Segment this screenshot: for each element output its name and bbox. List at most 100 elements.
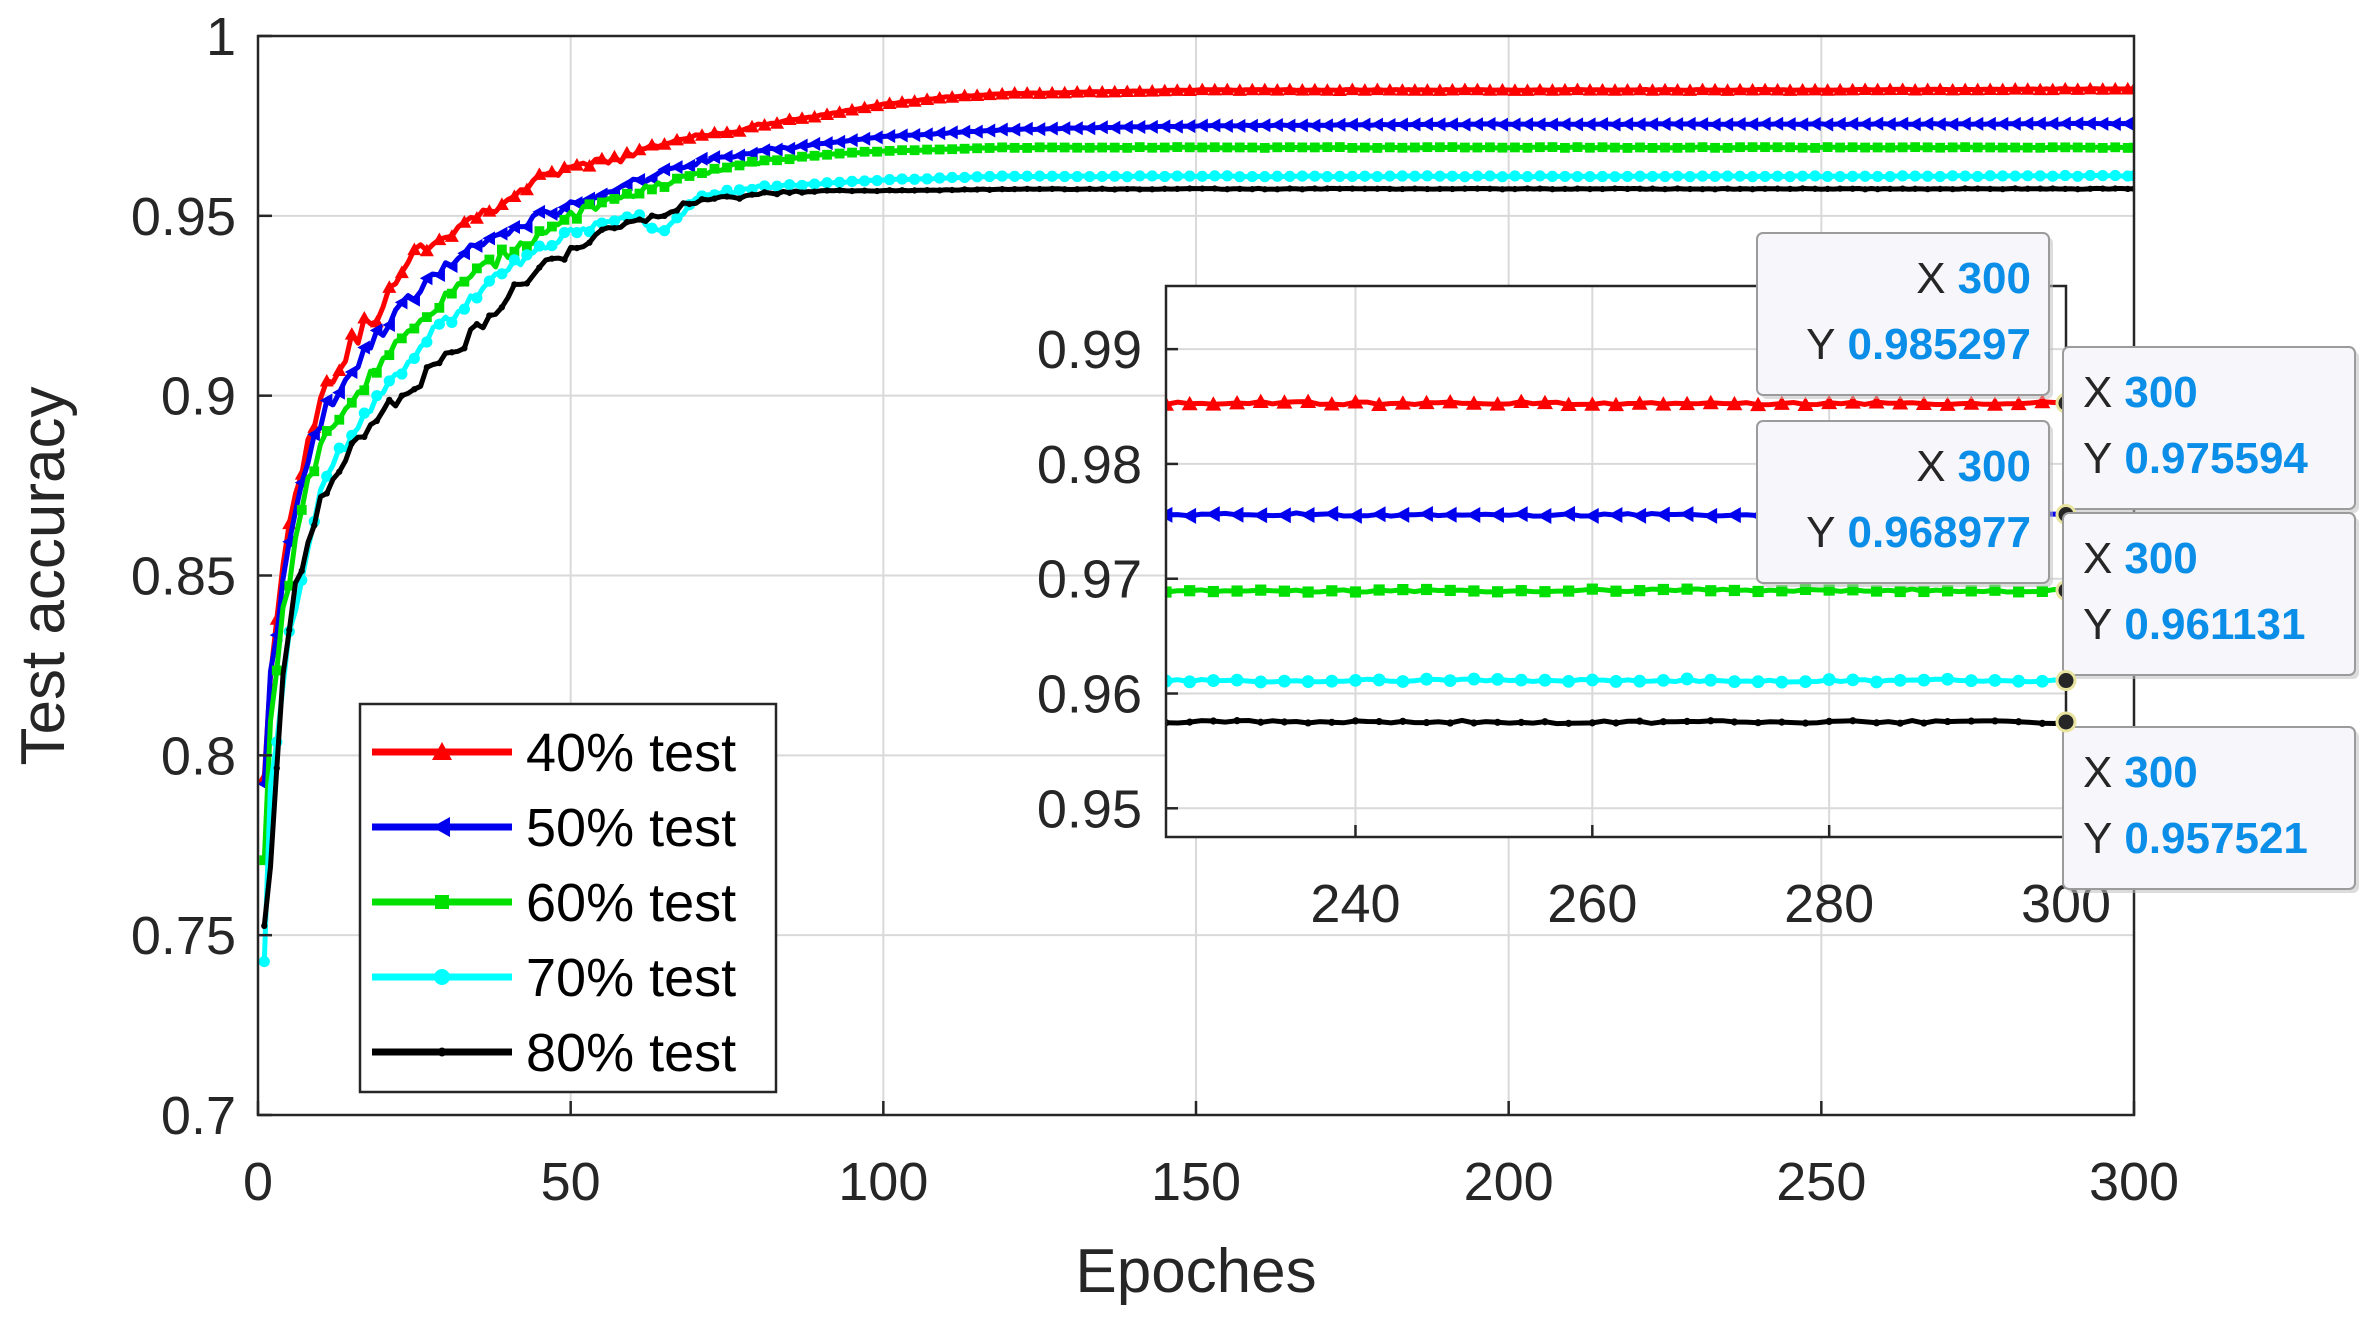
data-point <box>1646 170 1659 183</box>
series-80-test <box>261 185 2134 930</box>
x-tick-label: 100 <box>838 1152 928 1212</box>
data-point <box>782 112 797 126</box>
data-point <box>820 136 833 151</box>
data-point <box>311 522 318 529</box>
datatip-row: Y 0.961131 <box>2083 600 2305 649</box>
data-point <box>872 146 882 157</box>
data-point <box>858 175 871 187</box>
data-point <box>1972 142 1983 153</box>
data-point <box>2095 82 2110 95</box>
data-point <box>1145 84 1160 97</box>
data-point <box>1357 117 1371 132</box>
datatip-row: Y 0.975594 <box>2083 434 2308 483</box>
data-point <box>458 303 470 315</box>
data-point <box>1121 171 1133 183</box>
datatip-label: Y <box>2083 814 2112 863</box>
data-point <box>1034 142 1045 153</box>
data-point <box>807 109 822 123</box>
data-point <box>1232 83 1247 96</box>
data-point <box>1474 185 1481 192</box>
data-point <box>419 271 433 286</box>
data-point <box>1007 86 1022 99</box>
data-point <box>446 288 457 299</box>
data-point <box>1987 185 1994 193</box>
inset-data-point <box>1399 717 1407 725</box>
datatip-anchor-point[interactable] <box>2055 711 2077 733</box>
data-point <box>1171 170 1183 182</box>
data-point <box>947 144 958 155</box>
data-point <box>1547 142 1558 152</box>
datatip-box <box>2062 512 2356 676</box>
data-point <box>1032 86 1047 99</box>
datatip-anchor-point[interactable] <box>2055 670 2077 692</box>
data-point <box>632 142 647 156</box>
data-point <box>1661 186 1669 193</box>
data-point <box>1282 82 1297 96</box>
datatip-box <box>2062 726 2356 890</box>
inset-data-point <box>1301 675 1315 689</box>
data-point <box>1295 118 1308 133</box>
legend-label: 70% test <box>526 948 736 1008</box>
inset-data-point <box>1325 674 1339 688</box>
data-point <box>1334 142 1345 152</box>
data-point <box>1261 186 1268 193</box>
data-point <box>1095 120 1108 135</box>
inset-data-point <box>1515 585 1527 597</box>
data-point <box>1161 185 1168 192</box>
inset-data-point <box>1468 585 1480 597</box>
data-point <box>423 364 430 371</box>
datatip-60-test[interactable]: X 300 Y 0.968977 <box>1756 420 2077 601</box>
inset-data-point <box>1702 507 1718 524</box>
datatip-40-test[interactable]: X 300 Y 0.985297 <box>1756 232 2077 414</box>
data-point <box>1735 142 1745 153</box>
data-point <box>720 149 733 164</box>
data-point <box>707 125 722 139</box>
data-point <box>1199 185 1206 192</box>
data-point <box>1424 185 1431 193</box>
inset-data-point <box>1705 585 1717 597</box>
data-point <box>870 130 883 145</box>
data-point <box>1107 120 1121 135</box>
data-point <box>1610 142 1620 153</box>
data-point <box>1045 121 1058 136</box>
data-point <box>884 145 895 156</box>
data-point <box>1771 170 1784 182</box>
data-point <box>1459 171 1471 183</box>
data-point <box>2045 116 2059 131</box>
data-point <box>1197 142 1208 153</box>
data-point <box>1934 170 1946 183</box>
data-point <box>436 359 443 367</box>
inset-data-point <box>1609 675 1623 688</box>
data-point <box>694 128 709 141</box>
inset-data-point <box>1493 718 1502 726</box>
inset-data-point <box>1278 585 1291 597</box>
data-point <box>1457 117 1471 132</box>
inset-data-point <box>1963 395 1980 410</box>
inset-data-point <box>1538 673 1552 687</box>
data-point <box>494 197 509 211</box>
data-point <box>1997 170 2009 182</box>
data-point <box>1420 83 1435 96</box>
inset-data-point <box>1657 583 1669 596</box>
legend-label: 50% test <box>526 798 736 858</box>
data-point <box>1860 142 1871 153</box>
data-point <box>1785 142 1795 153</box>
data-point <box>2127 119 2134 128</box>
data-point <box>745 119 760 133</box>
inset-series-70-test <box>1166 672 2066 689</box>
inset-data-point <box>1799 675 1812 689</box>
data-point <box>1332 117 1346 132</box>
inset-data-point <box>1300 393 1317 409</box>
inset-data-point <box>1276 507 1291 524</box>
legend-item-80-test: 80% test <box>372 1023 736 1083</box>
data-point <box>1211 185 1218 192</box>
data-point <box>1708 117 1721 132</box>
data-point <box>446 316 458 328</box>
data-point <box>657 162 671 177</box>
data-point <box>1186 185 1193 192</box>
data-point <box>2112 185 2119 192</box>
data-point <box>1395 117 1408 132</box>
